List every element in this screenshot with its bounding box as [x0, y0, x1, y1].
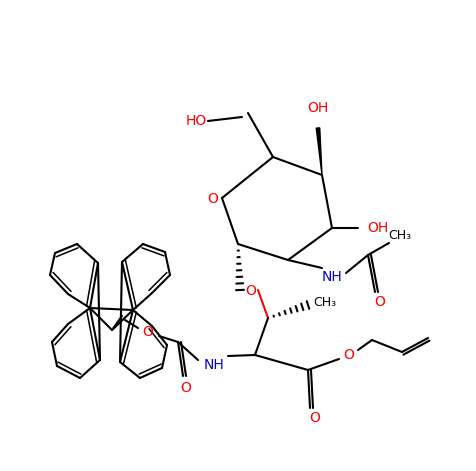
Text: OH: OH [307, 101, 328, 115]
Text: NH: NH [203, 358, 224, 372]
Text: O: O [245, 284, 256, 298]
Text: CH₃: CH₃ [313, 297, 336, 309]
Text: O: O [180, 381, 191, 395]
Text: O: O [374, 295, 385, 309]
Text: O: O [309, 411, 320, 425]
Text: NH: NH [321, 270, 342, 284]
Text: OH: OH [367, 221, 388, 235]
Text: HO: HO [185, 114, 206, 128]
Text: O: O [142, 325, 153, 339]
Polygon shape [316, 128, 321, 175]
Text: O: O [343, 348, 354, 362]
Text: CH₃: CH₃ [387, 229, 411, 243]
Text: O: O [207, 192, 218, 206]
